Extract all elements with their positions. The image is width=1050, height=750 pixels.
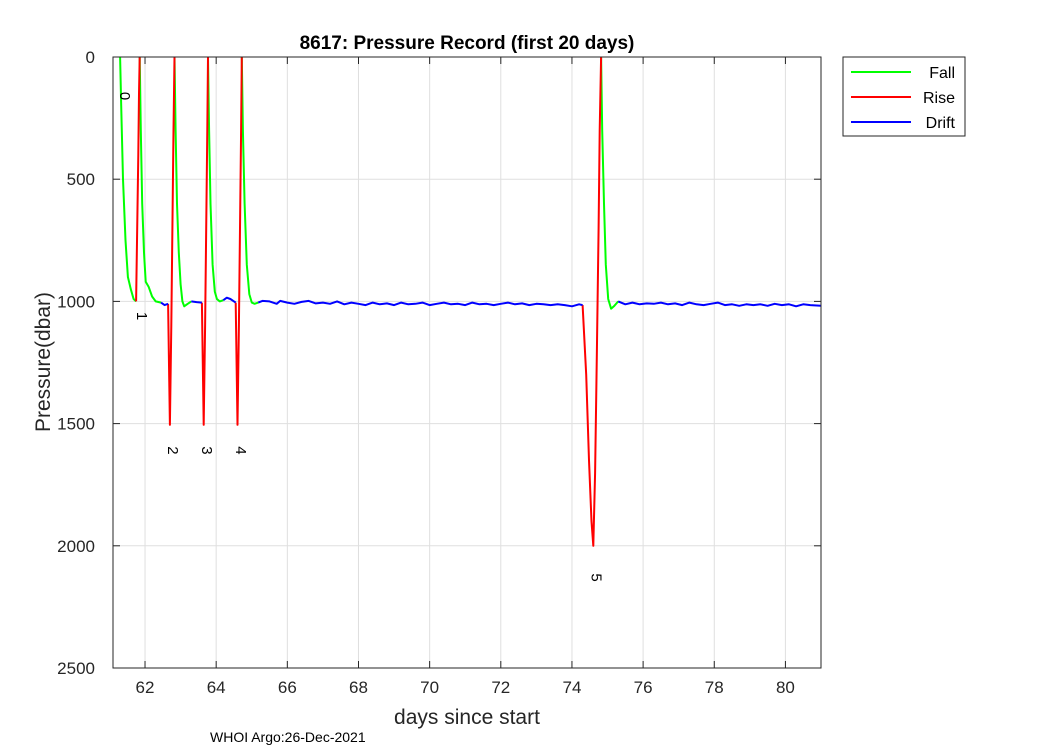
x-tick-label: 74 <box>562 678 581 697</box>
chart-title: 8617: Pressure Record (first 20 days) <box>300 33 635 54</box>
fall-segment <box>119 56 137 303</box>
series-layer <box>119 56 822 547</box>
series-fall <box>119 56 619 310</box>
drift-segment <box>222 296 237 304</box>
rise-segment <box>200 56 209 426</box>
x-tick-label: 76 <box>634 678 653 697</box>
y-tick-label: 2000 <box>57 537 95 556</box>
cycle-label: 5 <box>588 573 605 581</box>
rise-segment <box>167 56 176 426</box>
axes: 62 64 66 68 70 72 74 76 78 80 0 500 1000 1500 2000 2500 <box>57 48 821 697</box>
cycle-label: 3 <box>198 446 215 454</box>
cycle-label: 1 <box>133 312 150 320</box>
legend-label-drift: Drift <box>926 115 956 132</box>
legend: Fall Rise Drift <box>842 56 966 137</box>
x-tick-label: 70 <box>420 678 439 697</box>
y-axis-label: Pressure(dbar) <box>32 292 55 432</box>
drift-segment <box>617 300 822 308</box>
cycle-label: 0 <box>116 92 133 100</box>
rise-segment <box>135 56 141 302</box>
footer-stamp: WHOI Argo:26-Dec-2021 <box>210 729 366 745</box>
fall-segment <box>240 56 259 305</box>
drift-segment <box>257 299 583 308</box>
x-tick-label: 62 <box>136 678 155 697</box>
x-tick-label: 80 <box>776 678 795 697</box>
cycle-label: 2 <box>164 446 181 454</box>
series-drift <box>160 296 822 308</box>
fall-segment <box>138 56 162 304</box>
cycle-label: 4 <box>232 446 249 454</box>
drift-segment <box>191 300 202 304</box>
rise-segment <box>234 56 243 426</box>
cycle-annotations: 0 1 2 3 4 5 <box>116 92 604 582</box>
x-tick-label: 68 <box>349 678 368 697</box>
x-axis-label: days since start <box>394 706 540 729</box>
y-tick-label: 1000 <box>57 292 95 311</box>
x-tick-label: 78 <box>705 678 724 697</box>
y-tick-label: 1500 <box>57 415 95 434</box>
y-tick-label: 0 <box>86 48 95 67</box>
y-tick-label: 2500 <box>57 659 95 678</box>
x-tick-label: 66 <box>278 678 297 697</box>
y-tick-label: 500 <box>67 170 95 189</box>
legend-label-rise: Rise <box>923 90 955 107</box>
drift-segment <box>160 301 169 307</box>
x-tick-label: 72 <box>491 678 510 697</box>
plot-frame <box>112 56 822 669</box>
fall-segment <box>600 56 619 310</box>
rise-segment <box>581 56 603 547</box>
plot-area <box>113 57 821 668</box>
fall-segment <box>173 56 192 308</box>
fall-segment <box>207 56 224 303</box>
legend-label-fall: Fall <box>929 65 955 82</box>
series-rise <box>135 56 603 547</box>
x-tick-label: 64 <box>207 678 226 697</box>
